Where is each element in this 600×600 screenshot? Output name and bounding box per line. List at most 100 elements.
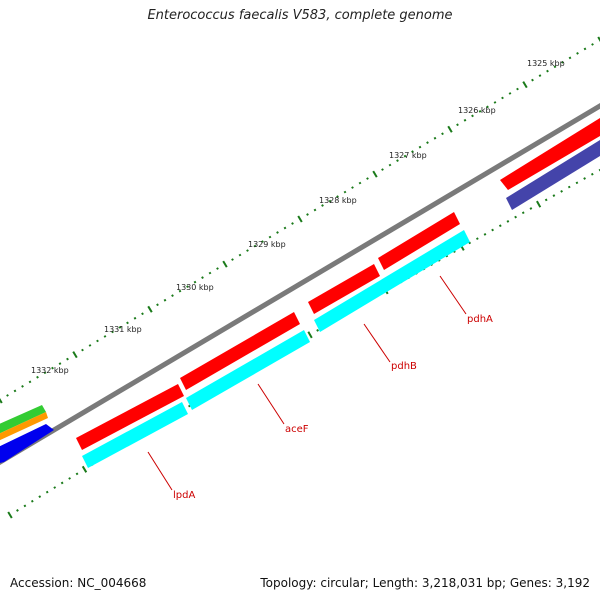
minor-tick: [418, 145, 422, 149]
minor-tick: [111, 330, 114, 334]
minor-tick: [498, 224, 502, 228]
scale-label: 1328 kbp: [319, 196, 357, 205]
minor-tick: [568, 56, 572, 60]
minor-tick: [193, 280, 197, 284]
minor-tick: [456, 123, 459, 127]
minor-tick: [156, 303, 159, 307]
gene-label-pdhB: pdhB: [391, 361, 417, 372]
minor-tick: [516, 87, 519, 91]
scale-label: 1330 kbp: [176, 283, 214, 292]
minor-tick: [433, 136, 437, 140]
minor-tick: [471, 114, 474, 118]
major-tick: [372, 170, 378, 178]
minor-tick: [118, 325, 122, 329]
minor-tick: [388, 163, 392, 167]
minor-tick: [521, 211, 525, 215]
minor-tick: [171, 294, 174, 298]
genome-backbone: [0, 103, 600, 465]
gene-pdhB-pdhA-cyan: [314, 230, 470, 332]
minor-tick: [88, 344, 92, 347]
minor-tick: [514, 215, 517, 219]
minor-tick: [529, 207, 533, 210]
minor-tick: [493, 101, 497, 104]
minor-tick: [575, 181, 579, 185]
red-feature-partial: [500, 118, 600, 190]
minor-tick: [468, 241, 472, 245]
minor-tick: [13, 389, 17, 393]
gene-pdhB-red: [308, 264, 380, 314]
minor-tick: [552, 194, 556, 197]
minor-tick: [268, 235, 272, 239]
minor-tick: [126, 321, 129, 325]
leader-lpdA: [147, 451, 173, 491]
major-tick: [536, 200, 542, 208]
minor-tick: [276, 231, 279, 234]
minor-tick: [411, 150, 414, 154]
minor-tick: [246, 249, 249, 252]
minor-tick: [567, 185, 571, 189]
minor-tick: [133, 316, 137, 320]
navy-feature-partial: [506, 140, 600, 210]
minor-tick: [60, 481, 64, 485]
scale-label: 1331 kbp: [104, 325, 142, 334]
minor-tick: [328, 199, 332, 203]
minor-tick: [508, 92, 512, 95]
minor-tick: [6, 394, 9, 397]
minor-tick: [28, 380, 32, 384]
minor-tick: [351, 186, 354, 189]
minor-tick: [96, 339, 99, 343]
leader-pdhA: [439, 275, 467, 315]
minor-tick: [231, 258, 234, 261]
minor-tick: [441, 132, 444, 136]
minor-tick: [358, 181, 362, 185]
minor-tick: [583, 47, 587, 51]
scale-label: 1326 kbp: [458, 106, 496, 115]
minor-tick: [30, 499, 34, 503]
minor-tick: [141, 312, 144, 316]
left-feature-group: [0, 405, 54, 463]
gene-pdhA-red: [378, 212, 460, 270]
minor-tick: [283, 226, 287, 230]
minor-tick: [321, 204, 324, 207]
major-tick: [307, 331, 313, 339]
major-tick: [222, 260, 228, 268]
leader-aceF: [257, 383, 285, 425]
minor-tick: [381, 168, 384, 171]
gene-lpdA-cyan: [82, 402, 188, 468]
minor-tick: [253, 244, 257, 248]
orange-feature: [0, 412, 48, 441]
gene-aceF-cyan: [186, 330, 310, 410]
map-title: Enterococcus faecalis V583, complete gen…: [147, 8, 453, 23]
minor-tick: [561, 60, 564, 64]
gene-label-pdhA: pdhA: [467, 314, 493, 325]
gene-label-lpdA: lpdA: [173, 490, 195, 501]
gene-leader-lines: [147, 275, 467, 491]
minor-tick: [16, 509, 19, 512]
minor-tick: [486, 105, 489, 109]
scale-label: 1332 kbp: [31, 366, 69, 375]
major-tick: [597, 36, 600, 42]
minor-tick: [306, 213, 309, 216]
minor-tick: [483, 232, 487, 236]
major-tick: [72, 351, 78, 359]
red-gene-track: [76, 212, 460, 450]
minor-tick: [75, 472, 79, 476]
minor-tick: [201, 276, 204, 279]
minor-tick: [178, 289, 182, 293]
minor-tick: [591, 43, 594, 46]
green-feature: [0, 405, 46, 434]
minor-tick: [583, 177, 586, 180]
minor-tick: [491, 228, 494, 232]
minor-tick: [506, 220, 510, 223]
minor-tick: [188, 404, 191, 408]
minor-tick: [36, 375, 39, 379]
minor-tick: [366, 177, 369, 180]
minor-tick: [216, 267, 219, 270]
minor-tick: [238, 253, 242, 257]
major-tick: [7, 511, 13, 519]
scale-label: 1327 kbp: [389, 151, 427, 160]
minor-tick: [38, 495, 42, 499]
scale-label: 1329 kbp: [248, 240, 286, 249]
